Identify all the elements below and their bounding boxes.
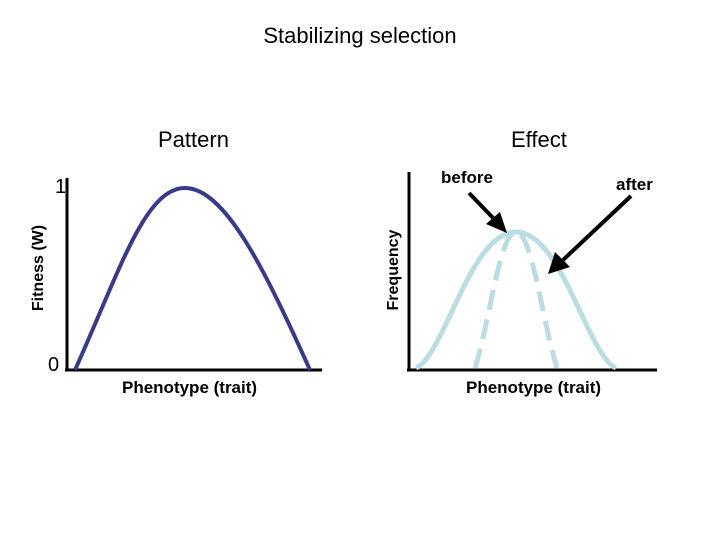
after-arrow [561,194,633,262]
effect-heading: Effect [511,127,567,152]
fitness-tick-zero: 0 [48,354,60,376]
after-arrow-head [548,252,570,274]
before-label: before [441,168,493,187]
before-arrow-head [486,212,507,233]
pattern-heading: Pattern [158,127,229,152]
fitness-tick-one: 1 [55,176,67,198]
before-distribution-curve [414,229,618,371]
after-label: after [616,175,653,194]
page-title: Stabilizing selection [263,23,457,48]
fitness-curve [73,185,312,371]
before-arrow [467,191,498,223]
effect-x-axis-label: Phenotype (trait) [466,378,602,397]
pattern-x-axis-label: Phenotype (trait) [122,378,258,397]
